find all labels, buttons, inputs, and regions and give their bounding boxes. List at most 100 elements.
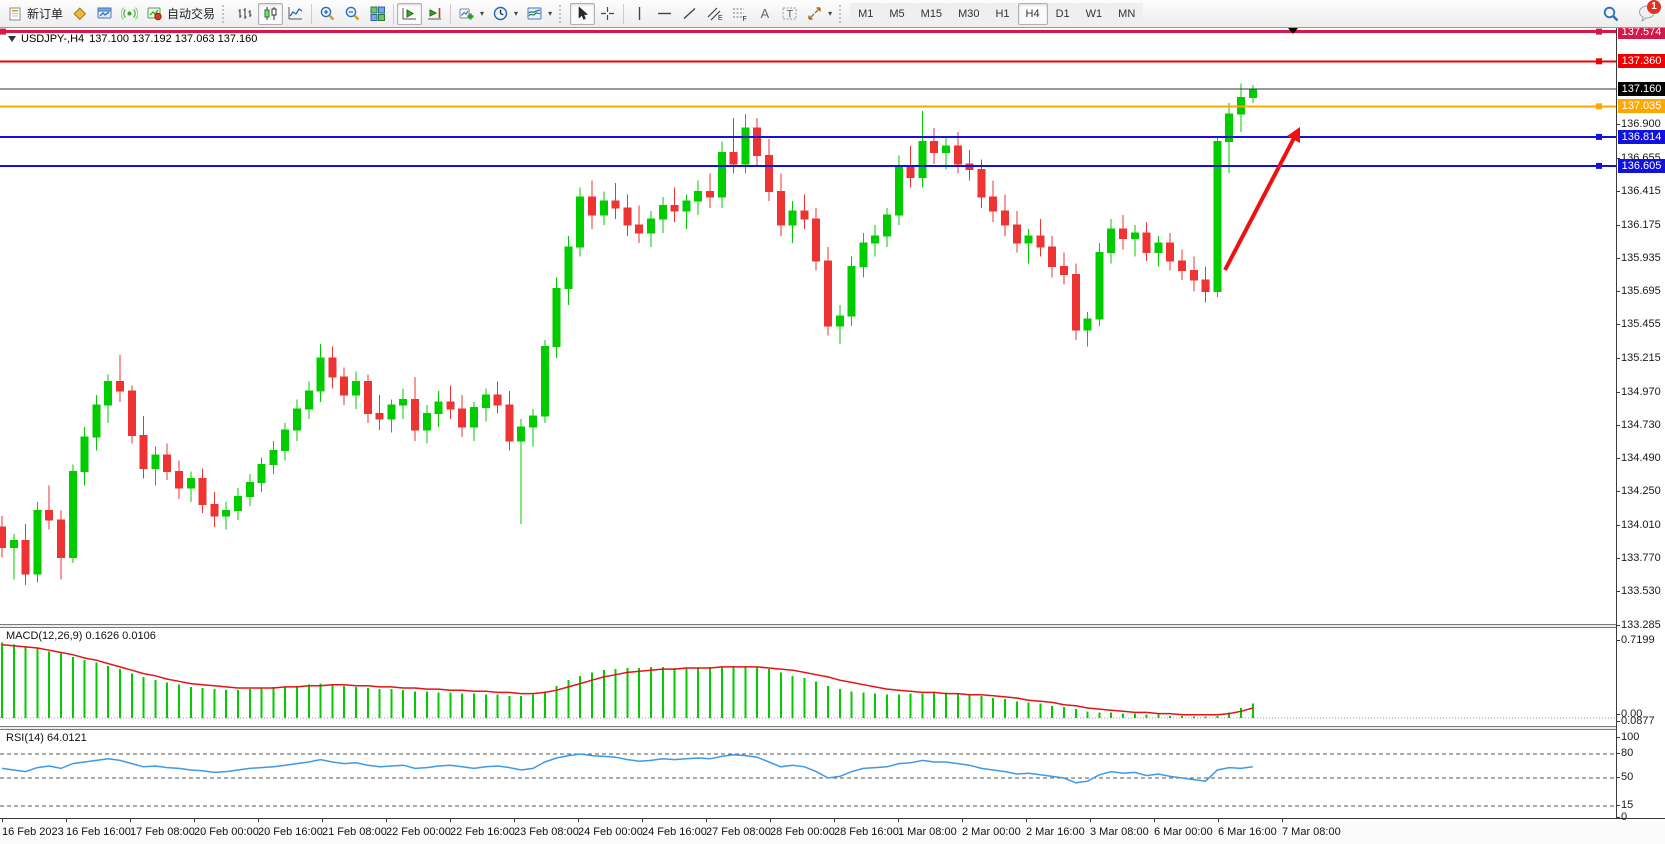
fibonacci-button[interactable]: F [727, 3, 752, 25]
channel-button[interactable]: E [702, 3, 727, 25]
time-tick-label: 1 Mar 08:00 [898, 826, 957, 838]
profiles-button[interactable] [67, 3, 92, 25]
one-click-trading-icon[interactable] [8, 36, 16, 42]
time-tick [1218, 819, 1219, 822]
timeframe-w1-button[interactable]: W1 [1077, 2, 1111, 25]
arrows-button[interactable]: ▾ [802, 3, 836, 25]
text-icon: A [756, 5, 773, 22]
crosshair-button[interactable] [595, 3, 620, 25]
new-order-icon [6, 5, 23, 22]
level-price-box: 136.814 [1618, 129, 1665, 144]
rsi-pane[interactable] [0, 730, 1616, 818]
horizontal-line-button[interactable] [652, 3, 677, 25]
time-tick [642, 819, 643, 822]
time-tick [66, 819, 67, 822]
chevron-down-icon: ▾ [514, 9, 519, 18]
line-chart-icon [287, 5, 304, 22]
main-price-pane[interactable] [0, 28, 1616, 624]
timeframe-m30-button[interactable]: M30 [950, 2, 988, 25]
pane-splitter[interactable] [0, 726, 1665, 730]
macd-scale-current: 0.0877 [1616, 715, 1655, 727]
signals-button[interactable] [117, 3, 142, 25]
time-tick [450, 819, 451, 822]
new-order-button[interactable]: 新订单 [2, 3, 67, 25]
time-tick [1090, 819, 1091, 822]
price-tick-label: 133.530 [1616, 585, 1661, 597]
autotrade-label: 自动交易 [167, 7, 216, 21]
price-tick-label: 134.970 [1616, 385, 1661, 398]
zoom-in-button[interactable] [315, 3, 340, 25]
time-axis[interactable]: 16 Feb 2023 16 Feb 16:00 17 Feb 08:00 20 Fe… [0, 818, 1665, 844]
chart-template-icon [526, 5, 543, 22]
trendline-button[interactable] [677, 3, 702, 25]
macd-pane[interactable] [0, 628, 1616, 726]
toolbar-handle [559, 4, 566, 23]
chat-button[interactable]: 1 [1631, 0, 1661, 25]
timeframe-m1-button[interactable]: M1 [850, 2, 882, 25]
price-tick-label: 135.695 [1616, 285, 1661, 297]
rsi-scale-label: 80 [1615, 747, 1634, 759]
timeframe-h1-button[interactable]: H1 [987, 2, 1018, 25]
candlestick-chart[interactable] [0, 28, 1616, 624]
standard-group: 新订单 自动交易 [2, 3, 219, 25]
separator [450, 3, 452, 24]
toolbar-handle [222, 4, 229, 23]
time-tick [386, 819, 387, 822]
rsi-chart[interactable] [0, 730, 1616, 818]
bar-chart-button[interactable] [233, 3, 258, 25]
new-chart-button[interactable] [92, 3, 117, 25]
price-tick-label: 134.730 [1616, 418, 1661, 431]
price-axis[interactable]: 136.900136.655136.415136.175135.935135.6… [1615, 24, 1665, 823]
price-tick-label: 134.250 [1616, 485, 1661, 498]
search-button[interactable] [1598, 3, 1623, 25]
ohlc-label: 137.100 137.192 137.063 137.160 [89, 33, 258, 45]
timeframe-d1-button[interactable]: D1 [1047, 2, 1078, 25]
price-tick-label: 136.175 [1616, 218, 1661, 231]
timeframe-h4-button[interactable]: H4 [1017, 2, 1048, 25]
chart-type-group [233, 2, 308, 25]
timeframe-m5-button[interactable]: M5 [881, 2, 913, 25]
time-tick [898, 819, 899, 822]
auto-scroll-icon [401, 5, 418, 22]
chevron-down-icon: ▾ [828, 9, 833, 18]
svg-text:F: F [743, 16, 747, 22]
time-tick-label: 17 Feb 08:00 [130, 826, 195, 838]
time-tick-label: 16 Feb 2023 [2, 826, 64, 838]
periods-button[interactable]: ▾ [488, 3, 522, 25]
time-tick [130, 819, 131, 822]
time-tick [834, 819, 835, 822]
vertical-line-button[interactable] [627, 3, 652, 25]
indicator-group: ▾ ▾ ▾ [454, 3, 556, 25]
timeframe-mn-button[interactable]: MN [1110, 2, 1144, 25]
zoom-out-button[interactable] [340, 3, 365, 25]
text-label-button[interactable]: T [777, 3, 802, 25]
window-chart-icon [96, 5, 113, 22]
autotrade-button[interactable]: 自动交易 [142, 3, 219, 25]
channel-icon: E [706, 5, 723, 22]
separator [623, 3, 625, 24]
auto-scroll-button[interactable] [397, 2, 423, 25]
scroll-group [397, 2, 447, 25]
pane-splitter[interactable] [0, 624, 1665, 628]
cursor-button[interactable] [570, 2, 596, 25]
chart-window: USDJPY-,H4 137.100 137.192 137.063 137.1… [0, 24, 1665, 844]
candlestick-icon [262, 5, 279, 22]
line-chart-button[interactable] [283, 3, 308, 25]
svg-text:E: E [718, 15, 723, 22]
time-tick [578, 819, 579, 822]
macd-chart[interactable] [0, 628, 1616, 726]
current-price-box: 137.160 [1618, 82, 1665, 96]
candlestick-button[interactable] [258, 2, 284, 25]
time-tick-label: 24 Feb 16:00 [642, 826, 707, 838]
time-tick-label: 16 Feb 16:00 [66, 826, 131, 838]
time-tick-label: 20 Feb 16:00 [258, 826, 323, 838]
tile-windows-button[interactable] [365, 3, 390, 25]
timeframe-m15-button[interactable]: M15 [912, 2, 951, 25]
templates-button[interactable]: ▾ [522, 3, 556, 25]
crosshair-icon [599, 5, 616, 22]
chart-shift-button[interactable] [422, 3, 447, 25]
text-button[interactable]: A [752, 3, 777, 25]
periods-clock-icon [492, 5, 509, 22]
add-indicator-button[interactable]: ▾ [454, 3, 488, 25]
time-tick-label: 6 Mar 00:00 [1154, 826, 1213, 838]
